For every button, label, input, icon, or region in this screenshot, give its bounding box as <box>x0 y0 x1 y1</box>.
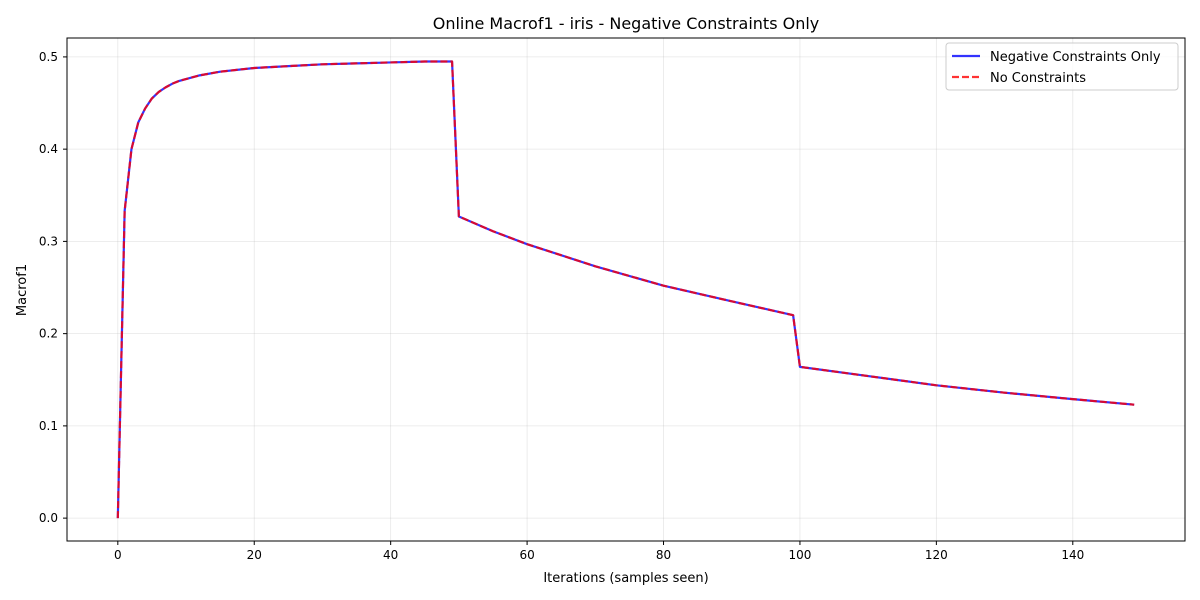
series-line-1 <box>116 60 1135 519</box>
x-tick-label: 120 <box>925 548 948 562</box>
y-tick-label: 0.0 <box>39 511 58 525</box>
y-tick-label: 0.5 <box>39 50 58 64</box>
series-line-0 <box>116 60 1135 519</box>
x-tick-label: 20 <box>247 548 262 562</box>
y-tick-label: 0.4 <box>39 142 58 156</box>
plot-area <box>66 37 1186 542</box>
legend: Negative Constraints Only No Constraints <box>945 42 1179 91</box>
y-tick-label: 0.3 <box>39 234 58 248</box>
x-tick-label: 100 <box>788 548 811 562</box>
x-tick-label: 0 <box>114 548 122 562</box>
x-tick-label: 40 <box>383 548 398 562</box>
y-axis-label: Macrof1 <box>15 264 30 316</box>
legend-label-series-1: No Constraints <box>990 71 1086 86</box>
x-tick-label: 80 <box>656 548 671 562</box>
legend-frame <box>945 42 1179 91</box>
chart-title: Online Macrof1 - iris - Negative Constra… <box>433 14 820 33</box>
series-layer <box>116 60 1135 519</box>
x-tick-label: 60 <box>519 548 534 562</box>
legend-label-series-0: Negative Constraints Only <box>990 50 1161 65</box>
y-axis-ticks: 0.0 0.1 0.2 0.3 0.4 0.5 <box>39 50 67 525</box>
x-axis-ticks: 0 20 40 60 80 100 120 140 <box>114 541 1084 562</box>
y-tick-label: 0.2 <box>39 327 58 341</box>
grid <box>67 38 1185 541</box>
x-tick-label: 140 <box>1061 548 1084 562</box>
x-axis-label: Iterations (samples seen) <box>543 571 708 586</box>
y-tick-label: 0.1 <box>39 419 58 433</box>
